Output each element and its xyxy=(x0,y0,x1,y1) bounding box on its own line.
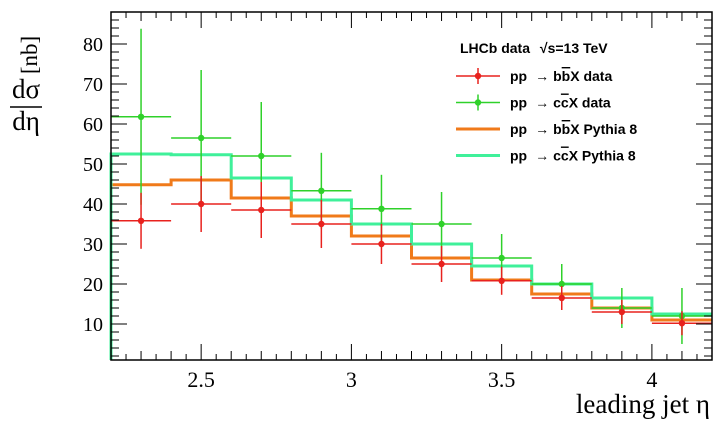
marker xyxy=(378,205,385,212)
y-axis-numerator: dσ xyxy=(12,74,41,104)
data-point-series-0-bin-2 xyxy=(231,182,292,238)
marker xyxy=(438,260,445,268)
x-tick-label: 3.5 xyxy=(488,367,516,392)
data-point-series-0-bin-9 xyxy=(651,311,712,336)
y-tick-label: 30 xyxy=(83,234,103,256)
x-tick-label: 2.5 xyxy=(187,367,215,392)
marker xyxy=(137,217,145,224)
marker xyxy=(498,277,505,284)
energy-label: √s=13 TeV xyxy=(540,40,608,56)
legend-symbol-marker xyxy=(474,72,482,80)
legend-header: LHCb data √s=13 TeV xyxy=(460,40,608,56)
legend-label: pp → ccX Pythia 8 xyxy=(510,148,636,164)
y-tick-label: 80 xyxy=(83,34,103,56)
legend-entries: pp → bbX data pp → ccX data pp → bbX Pythia 8 pp →… xyxy=(456,68,637,164)
data-point-series-1-bin-5 xyxy=(411,192,472,256)
x-axis-title: leading jet η xyxy=(576,389,710,419)
marker xyxy=(678,320,686,327)
legend-label: pp → bbX data xyxy=(510,68,612,84)
data-point-series-0-bin-4 xyxy=(351,224,412,264)
y-tick-label: 70 xyxy=(83,74,103,96)
legend-label: pp → bbX Pythia 8 xyxy=(510,121,637,137)
x-tick-label: 3 xyxy=(346,367,357,392)
data-point-series-0-bin-3 xyxy=(291,200,352,248)
marker xyxy=(258,152,265,160)
y-axis-title: dσ dη [nb] xyxy=(10,36,42,136)
data-point-series-1-bin-0 xyxy=(111,28,172,205)
legend-entry-2: pp → bbX Pythia 8 xyxy=(456,121,637,137)
experiment-label: LHCb data xyxy=(460,40,530,56)
legend-entry-3: pp → ccX Pythia 8 xyxy=(456,148,636,164)
data-point-series-0-bin-5 xyxy=(411,246,472,282)
legend-label: pp → ccX data xyxy=(510,95,611,111)
y-tick-label: 10 xyxy=(83,314,103,336)
y-tick-label: 40 xyxy=(83,194,103,216)
marker xyxy=(258,206,265,214)
data-point-series-0-bin-8 xyxy=(591,300,652,324)
legend-entry-1: pp → ccX data xyxy=(456,94,611,111)
marker xyxy=(137,113,145,121)
marker xyxy=(378,240,385,248)
y-axis-denominator: dη xyxy=(12,106,40,136)
data-point-series-0-bin-6 xyxy=(471,266,532,295)
data-point-series-0-bin-0 xyxy=(111,192,172,249)
marker xyxy=(197,200,205,208)
marker xyxy=(318,220,325,228)
legend: LHCb data √s=13 TeV pp → bbX data pp → ccX da… xyxy=(456,40,637,164)
marker xyxy=(318,187,325,194)
axis-ticks: 2.5 3 3.5 4 10 20 30 40 50 60 70 80 xyxy=(83,11,713,392)
legend-symbol-marker xyxy=(474,99,482,106)
marker xyxy=(558,280,565,288)
marker xyxy=(618,308,626,316)
marker xyxy=(558,294,565,302)
legend-entry-0: pp → bbX data xyxy=(456,68,612,84)
y-tick-label: 60 xyxy=(83,114,103,136)
y-axis-unit: [nb] xyxy=(17,36,42,74)
data-points xyxy=(111,28,712,344)
data-point-series-0-bin-7 xyxy=(531,286,592,310)
y-tick-label: 20 xyxy=(83,274,103,296)
data-point-series-0-bin-1 xyxy=(171,176,232,232)
y-tick-label: 50 xyxy=(83,154,103,176)
marker xyxy=(438,220,445,228)
x-tick-label: 4 xyxy=(646,367,657,392)
marker xyxy=(197,134,205,142)
marker xyxy=(498,254,505,262)
